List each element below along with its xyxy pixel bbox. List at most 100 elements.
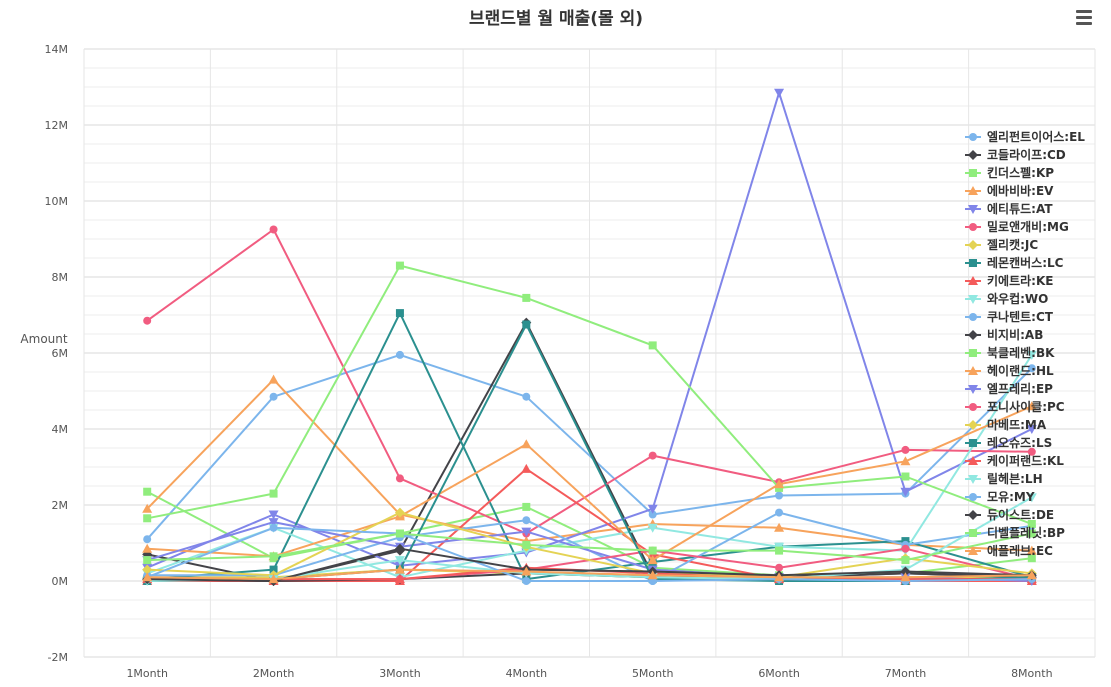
legend-marker[interactable] [968, 330, 978, 340]
data-point[interactable] [521, 463, 532, 473]
data-point[interactable] [775, 563, 784, 572]
data-point[interactable] [269, 489, 278, 498]
data-point[interactable] [143, 487, 152, 496]
series-line[interactable] [147, 405, 1033, 562]
data-point[interactable] [394, 556, 405, 566]
legend-marker[interactable] [968, 150, 978, 160]
data-point[interactable] [522, 516, 531, 525]
context-menu-icon[interactable] [1076, 10, 1092, 26]
legend-item[interactable]: 쿠나텐트:CT [965, 309, 1054, 324]
legend-item[interactable]: 에티튜드:AT [965, 201, 1053, 216]
legend-marker[interactable] [968, 205, 978, 214]
legend-item[interactable]: 코들라이프:CD [965, 147, 1066, 162]
data-point[interactable] [900, 487, 911, 497]
data-point[interactable] [522, 392, 531, 401]
series-line[interactable] [146, 354, 1033, 579]
legend-marker[interactable] [968, 366, 978, 375]
data-point[interactable] [900, 572, 911, 582]
data-point[interactable] [269, 523, 278, 532]
legend-marker[interactable] [969, 349, 977, 357]
data-point[interactable] [1026, 401, 1037, 411]
data-point[interactable] [648, 546, 657, 555]
data-point[interactable] [648, 451, 657, 460]
legend-item[interactable]: 비지비:AB [965, 327, 1043, 342]
data-point[interactable] [522, 577, 531, 585]
data-point[interactable] [1026, 425, 1037, 434]
legend-item[interactable]: 엘프레리:EP [965, 381, 1053, 396]
data-point[interactable] [521, 527, 532, 537]
data-point[interactable] [901, 472, 910, 481]
legend-marker[interactable] [968, 276, 978, 285]
legend-marker[interactable] [968, 456, 978, 465]
data-point[interactable] [394, 564, 405, 574]
legend-item[interactable]: 레오슈즈:LS [965, 435, 1052, 450]
data-point[interactable] [269, 552, 278, 561]
data-point[interactable] [901, 544, 910, 553]
data-point[interactable] [775, 546, 784, 555]
legend-marker[interactable] [969, 259, 977, 267]
legend-marker[interactable] [968, 295, 978, 304]
legend-marker[interactable] [968, 475, 978, 484]
data-point[interactable] [394, 507, 405, 518]
data-point[interactable] [143, 316, 152, 325]
data-point[interactable] [1026, 545, 1037, 555]
series-line[interactable] [146, 264, 1033, 525]
legend-item[interactable]: 킨더스펠:KP [965, 165, 1054, 180]
data-point[interactable] [774, 572, 785, 582]
data-point[interactable] [143, 514, 152, 523]
legend-marker[interactable] [969, 439, 977, 447]
legend-item[interactable]: 젤리캣:JC [965, 237, 1038, 252]
data-point[interactable] [143, 535, 152, 544]
series-line[interactable] [147, 568, 1032, 581]
data-point[interactable] [142, 543, 153, 553]
legend-marker[interactable] [969, 169, 977, 177]
data-point[interactable] [901, 556, 910, 565]
data-point[interactable] [142, 564, 153, 575]
data-point[interactable] [268, 518, 279, 528]
legend-marker[interactable] [968, 420, 978, 430]
legend-item[interactable]: 케이퍼랜드:KL [965, 453, 1064, 468]
legend-item[interactable]: 모유:MY [965, 490, 1035, 504]
data-point[interactable] [774, 522, 785, 532]
legend-item[interactable]: 디벨플레닛:BP [965, 525, 1065, 540]
data-point[interactable] [522, 320, 531, 329]
data-point[interactable] [1026, 493, 1037, 503]
data-point[interactable] [268, 574, 279, 584]
data-point[interactable] [269, 392, 278, 401]
legend-marker[interactable] [968, 385, 978, 394]
data-point[interactable] [1027, 447, 1036, 456]
series-line[interactable] [146, 228, 1032, 535]
legend-item[interactable]: 마베뜨:MA [965, 417, 1047, 432]
series-line[interactable] [146, 91, 1033, 569]
data-point[interactable] [522, 502, 531, 511]
data-point[interactable] [647, 570, 658, 580]
data-point[interactable] [900, 456, 911, 466]
data-point[interactable] [647, 555, 658, 565]
data-point[interactable] [648, 510, 657, 519]
data-point[interactable] [1027, 529, 1036, 538]
legend-marker[interactable] [969, 133, 977, 141]
data-point[interactable] [395, 529, 404, 538]
data-point[interactable] [268, 374, 279, 384]
legend-item[interactable]: 듀이스트:DE [965, 507, 1054, 522]
data-point[interactable] [521, 439, 532, 449]
data-point[interactable] [774, 88, 785, 98]
data-point[interactable] [647, 504, 658, 514]
data-point[interactable] [395, 261, 404, 270]
legend-item[interactable]: 릴헤븐:LH [965, 471, 1043, 486]
legend-item[interactable]: 북클레벤:BK [965, 345, 1055, 360]
data-point[interactable] [142, 572, 153, 582]
legend-marker[interactable] [968, 546, 978, 555]
legend-marker[interactable] [969, 223, 977, 231]
legend-marker[interactable] [968, 510, 978, 520]
legend-marker[interactable] [968, 186, 978, 195]
data-point[interactable] [269, 225, 278, 234]
data-point[interactable] [394, 543, 405, 554]
data-point[interactable] [268, 510, 279, 520]
data-point[interactable] [775, 491, 784, 500]
series-line[interactable] [147, 547, 1032, 582]
data-point[interactable] [522, 540, 531, 549]
data-point[interactable] [395, 350, 404, 359]
legend-item[interactable]: 포니사이클:PC [965, 399, 1065, 414]
series-line[interactable] [146, 353, 1033, 540]
